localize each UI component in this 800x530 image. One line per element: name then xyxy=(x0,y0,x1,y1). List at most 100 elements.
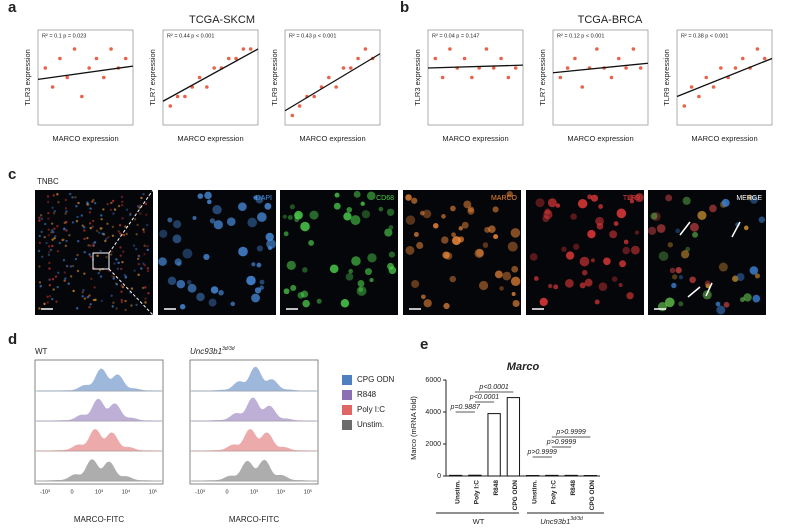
fit-line xyxy=(676,57,773,98)
scatter-point xyxy=(248,47,253,51)
cell xyxy=(174,258,182,266)
cell xyxy=(121,260,124,264)
cell xyxy=(488,225,496,234)
scatter-point xyxy=(197,75,202,80)
cell xyxy=(138,206,141,209)
cell xyxy=(316,298,322,304)
x-axis-label: MARCO expression xyxy=(691,134,757,143)
x-tick-label: R848 xyxy=(493,480,500,496)
cell xyxy=(130,304,133,307)
scatter-point xyxy=(175,94,180,99)
x-axis-label: MARCO-FITC xyxy=(229,515,279,524)
x-axis-label: MARCO-FITC xyxy=(74,515,124,524)
scatter-point xyxy=(719,66,723,70)
cell xyxy=(64,207,68,210)
cell xyxy=(135,303,138,307)
cell xyxy=(119,246,122,249)
scatter-point xyxy=(491,66,496,70)
cell xyxy=(48,283,52,287)
cell xyxy=(732,275,739,282)
scatter-point xyxy=(609,75,614,80)
cell xyxy=(50,231,53,234)
cell xyxy=(51,297,54,301)
cell xyxy=(112,277,115,280)
cell xyxy=(49,248,53,252)
y-tick-label: 2000 xyxy=(425,441,441,448)
cell xyxy=(65,210,68,213)
scatter-point xyxy=(433,56,438,61)
cell xyxy=(64,198,68,202)
cell xyxy=(218,289,224,296)
cell xyxy=(120,284,123,287)
cell xyxy=(629,199,635,204)
plot-frame xyxy=(162,29,259,126)
cell xyxy=(52,212,56,215)
arrow xyxy=(687,286,701,298)
scatter-point xyxy=(234,56,238,61)
legend-label: Poly I:C xyxy=(357,405,385,414)
cell xyxy=(125,208,129,211)
cell xyxy=(112,212,115,215)
legend-swatch xyxy=(342,375,352,385)
x-tick-label: Poly I:C xyxy=(474,480,481,505)
cell xyxy=(627,194,634,201)
histogram xyxy=(36,398,162,422)
cell xyxy=(88,222,92,225)
scatter-point xyxy=(65,75,70,80)
cell xyxy=(208,298,217,307)
x-tick-label: -10³ xyxy=(40,489,50,495)
cell xyxy=(136,257,140,261)
cell xyxy=(100,226,103,230)
cell xyxy=(135,233,138,236)
x-tick-label: 10⁴ xyxy=(122,488,131,495)
cell xyxy=(62,228,66,231)
x-tick-label: Unstim. xyxy=(454,480,461,504)
cell xyxy=(65,264,69,268)
cell xyxy=(510,276,521,287)
cell xyxy=(64,244,68,248)
cell xyxy=(630,245,640,255)
cell xyxy=(353,190,361,198)
cell xyxy=(159,229,168,238)
scatter-point xyxy=(484,47,489,51)
stat-annotation: R² = 0.04 p = 0.147 xyxy=(432,33,479,39)
cell xyxy=(682,196,691,205)
cell xyxy=(54,234,57,238)
cell xyxy=(423,299,432,308)
cell xyxy=(111,275,114,278)
histogram xyxy=(37,368,162,392)
scatter-point xyxy=(297,104,302,108)
channel-label: MERGE xyxy=(736,195,762,202)
histogram xyxy=(191,459,317,482)
cell xyxy=(107,236,110,239)
cell xyxy=(38,219,41,222)
cell xyxy=(570,213,577,220)
cell xyxy=(120,298,123,302)
cell xyxy=(121,285,125,289)
x-axis-label: MARCO expression xyxy=(442,134,508,143)
cell xyxy=(77,240,80,243)
flow-group-label: WT xyxy=(35,347,48,356)
cell xyxy=(197,193,204,199)
cell xyxy=(92,244,95,248)
cell xyxy=(38,216,41,220)
cell xyxy=(443,302,450,310)
cell xyxy=(56,249,60,253)
scatter-point xyxy=(580,85,585,89)
cell xyxy=(587,229,596,239)
cell xyxy=(212,204,222,215)
histogram xyxy=(36,459,162,482)
cell xyxy=(83,272,86,275)
cell xyxy=(48,278,51,281)
cell xyxy=(133,218,137,221)
x-tick-label: CPG ODN xyxy=(589,480,596,511)
cell xyxy=(69,275,73,278)
cell xyxy=(83,297,87,300)
cell xyxy=(99,249,102,253)
cell xyxy=(56,225,59,228)
group-title: TCGA-SKCM xyxy=(189,14,255,26)
cell xyxy=(672,274,678,280)
cell xyxy=(451,232,456,238)
cell xyxy=(47,211,50,215)
zoom-line xyxy=(108,268,154,316)
